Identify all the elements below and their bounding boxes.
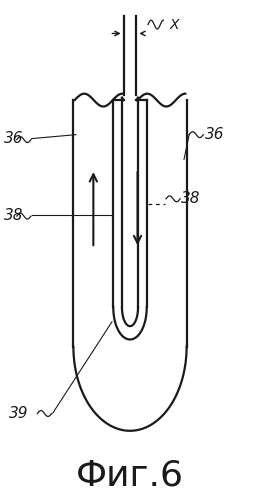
- Text: 36: 36: [205, 127, 224, 142]
- Text: 39: 39: [9, 405, 29, 420]
- Text: 38: 38: [4, 208, 23, 223]
- Text: X: X: [170, 17, 179, 31]
- Text: 38: 38: [181, 191, 201, 206]
- Text: 36: 36: [4, 131, 23, 146]
- Text: Фиг.6: Фиг.6: [76, 458, 184, 492]
